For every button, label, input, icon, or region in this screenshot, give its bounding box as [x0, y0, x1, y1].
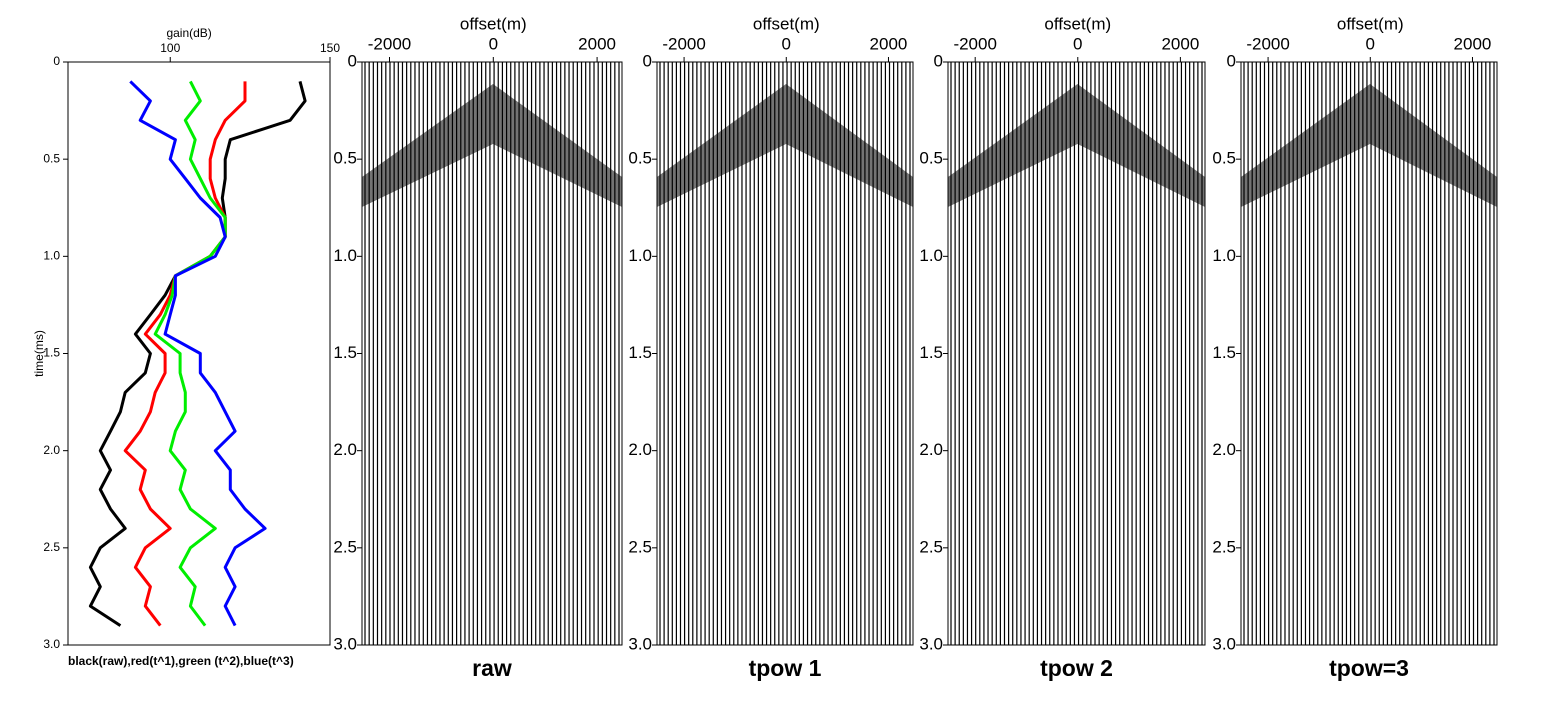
y-tick-label: 2.5: [1212, 537, 1236, 556]
x-tick-label: 100: [160, 41, 180, 55]
y-tick-label: 0: [1227, 51, 1236, 70]
y-tick-label: 1.0: [43, 249, 60, 263]
y-tick-label: 1.5: [1212, 343, 1236, 362]
y-tick-label: 1.0: [1212, 246, 1236, 265]
y-tick-label: 0: [643, 51, 652, 70]
y-axis-label: time(ms): [32, 330, 46, 377]
y-tick-label: 2.5: [333, 537, 357, 556]
trace-texture: [362, 62, 622, 645]
first-arrival-cone: [362, 84, 622, 207]
gain-curve: [123, 81, 247, 627]
y-tick-label: 2.0: [919, 440, 943, 459]
x-tick-label: 0: [782, 34, 791, 53]
y-tick-label: 3.0: [1212, 634, 1236, 653]
x-tick-label: 150: [320, 41, 340, 55]
y-tick-label: 1.0: [628, 246, 652, 265]
y-tick-label: 3.0: [919, 634, 943, 653]
x-tick-label: -2000: [368, 34, 411, 53]
x-tick-label: 2000: [578, 34, 616, 53]
x-axis-label: offset(m): [753, 14, 820, 33]
trace-texture: [1241, 62, 1497, 645]
gain-curve: [88, 81, 307, 627]
gain-curve: [129, 80, 267, 627]
y-tick-label: 0: [348, 51, 357, 70]
y-tick-label: 2.0: [43, 443, 60, 457]
trace-texture: [948, 62, 1205, 645]
y-tick-label: 2.5: [628, 537, 652, 556]
x-tick-label: 2000: [870, 34, 908, 53]
x-tick-label: 0: [1073, 34, 1082, 53]
panel-title: tpow 2: [1040, 655, 1113, 681]
y-tick-label: 2.0: [1212, 440, 1236, 459]
y-tick-label: 3.0: [43, 637, 60, 651]
x-tick-label: 0: [489, 34, 498, 53]
y-tick-label: 1.0: [919, 246, 943, 265]
y-tick-label: 0.5: [333, 149, 357, 168]
y-tick-label: 0.5: [1212, 149, 1236, 168]
x-tick-label: 0: [1366, 34, 1375, 53]
x-tick-label: -2000: [953, 34, 996, 53]
x-tick-label: -2000: [1246, 34, 1289, 53]
gain-curve: [153, 80, 227, 627]
y-tick-label: 1.5: [43, 346, 60, 360]
panel-title: tpow=3: [1329, 655, 1409, 681]
first-arrival-cone: [948, 84, 1205, 207]
x-tick-label: -2000: [662, 34, 705, 53]
caption: black(raw),red(t^1),green (t^2),blue(t^3…: [68, 654, 294, 668]
y-tick-label: 0: [53, 54, 60, 68]
y-tick-label: 3.0: [333, 634, 357, 653]
trace-texture: [657, 62, 913, 645]
y-tick-label: 1.5: [628, 343, 652, 362]
x-axis-label: offset(m): [1337, 14, 1404, 33]
y-tick-label: 2.5: [919, 537, 943, 556]
x-tick-label: 2000: [1161, 34, 1199, 53]
y-tick-label: 1.5: [333, 343, 357, 362]
y-tick-label: 3.0: [628, 634, 652, 653]
y-tick-label: 2.0: [333, 440, 357, 459]
panel-title: raw: [472, 655, 512, 681]
first-arrival-cone: [1241, 84, 1497, 207]
panel-title: tpow 1: [749, 655, 822, 681]
x-axis-label: offset(m): [1044, 14, 1111, 33]
y-tick-label: 2.0: [628, 440, 652, 459]
x-axis-label: gain(dB): [166, 26, 211, 40]
first-arrival-cone: [657, 84, 913, 207]
y-tick-label: 0: [934, 51, 943, 70]
y-tick-label: 0.5: [43, 151, 60, 165]
x-axis-label: offset(m): [460, 14, 527, 33]
y-tick-label: 2.5: [43, 540, 60, 554]
y-tick-label: 0.5: [919, 149, 943, 168]
y-tick-label: 0.5: [628, 149, 652, 168]
y-tick-label: 1.0: [333, 246, 357, 265]
x-tick-label: 2000: [1454, 34, 1492, 53]
y-tick-label: 1.5: [919, 343, 943, 362]
